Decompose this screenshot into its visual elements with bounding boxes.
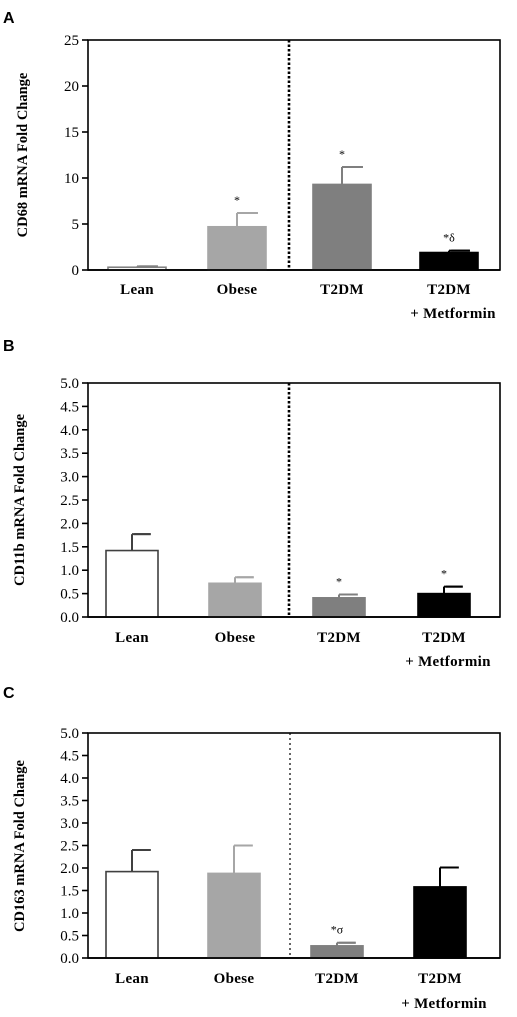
- panel-letter: A: [3, 10, 15, 27]
- y-tick-label: 0.5: [60, 929, 79, 945]
- panel-b: B 0.0 0.5 1.0 1.5 2.0 2.5 3.0 3.5 4.0 4.5 5.0 CD11b …: [3, 338, 501, 670]
- y-tick-label: 3.0: [60, 816, 79, 832]
- panel-letter: B: [3, 338, 15, 355]
- y-tick-label: 1.5: [60, 540, 79, 556]
- bar-t2dm: [312, 183, 372, 271]
- category-label: Lean: [120, 282, 154, 298]
- significance-marker: *: [441, 567, 447, 581]
- y-tick-label: 10: [64, 171, 79, 187]
- y-tick-label: 20: [64, 79, 79, 95]
- significance-marker: *: [336, 575, 342, 589]
- bar-obese: [208, 582, 262, 618]
- category-label: T2DM: [315, 971, 359, 987]
- y-tick-label: 4.0: [60, 771, 79, 787]
- y-tick-label: 15: [64, 125, 79, 141]
- bar-obese: [207, 225, 267, 271]
- y-tick-label: 1.0: [60, 563, 79, 579]
- significance-marker: *: [339, 147, 345, 161]
- y-axis-label: CD68 mRNA Fold Change: [15, 72, 31, 237]
- y-tick-label: 3.5: [60, 446, 79, 462]
- category-label: Obese: [217, 282, 258, 298]
- y-tick-label: 5: [72, 217, 80, 233]
- y-tick-label: 4.5: [60, 399, 79, 415]
- category-label: Lean: [115, 971, 149, 987]
- panel-c: C 0.0 0.5 1.0 1.5 2.0 2.5 3.0 3.5 4.0 4.5 5.0 CD163 …: [3, 685, 501, 1012]
- bar-t2dm-metformin: [413, 886, 467, 959]
- y-tick-label: 0: [72, 263, 80, 279]
- y-tick-label: 25: [64, 33, 79, 49]
- category-label: Obese: [215, 630, 256, 646]
- bar-t2dm: [310, 945, 364, 959]
- y-tick-label: 3.5: [60, 794, 79, 810]
- y-tick-label: 1.5: [60, 884, 79, 900]
- y-axis-label: CD163 mRNA Fold Change: [12, 759, 28, 932]
- category-sublabel: + Metformin: [405, 654, 491, 670]
- category-label: T2DM: [320, 282, 364, 298]
- panel-letter: C: [3, 685, 15, 702]
- y-tick-label: 2.0: [60, 516, 79, 532]
- y-tick-label: 1.0: [60, 906, 79, 922]
- bar-lean: [105, 549, 159, 618]
- y-tick-label: 2.5: [60, 493, 79, 509]
- category-label: T2DM: [317, 630, 361, 646]
- y-tick-label: 0.0: [60, 610, 79, 626]
- category-sublabel: + Metformin: [410, 306, 496, 322]
- panel-a: A 0 5 10 15 20 25 CD68 mRNA Fold Change Lean * Obe…: [3, 10, 501, 322]
- y-tick-label: 3.0: [60, 470, 79, 486]
- y-tick-label: 4.0: [60, 423, 79, 439]
- significance-marker: *: [234, 193, 240, 207]
- plot-frame: [87, 39, 501, 271]
- y-tick-label: 2.0: [60, 861, 79, 877]
- bar-lean: [105, 870, 159, 959]
- bar-obese: [207, 872, 261, 959]
- category-label: T2DM: [418, 971, 462, 987]
- category-label: T2DM: [422, 630, 466, 646]
- bar-t2dm-metformin: [417, 592, 471, 618]
- bar-t2dm: [312, 597, 366, 618]
- significance-marker: *δ: [443, 231, 455, 245]
- y-tick-label: 5.0: [60, 726, 79, 742]
- category-sublabel: + Metformin: [401, 996, 487, 1012]
- y-tick-label: 0.5: [60, 587, 79, 603]
- bar-t2dm-metformin: [419, 251, 479, 271]
- category-label: Lean: [115, 630, 149, 646]
- y-tick-label: 4.5: [60, 749, 79, 765]
- y-tick-label: 0.0: [60, 951, 79, 967]
- y-axis-label: CD11b mRNA Fold Change: [12, 413, 28, 586]
- y-tick-label: 5.0: [60, 376, 79, 392]
- category-label: Obese: [214, 971, 255, 987]
- y-tick-label: 2.5: [60, 839, 79, 855]
- significance-marker: *σ: [331, 923, 344, 937]
- category-label: T2DM: [427, 282, 471, 298]
